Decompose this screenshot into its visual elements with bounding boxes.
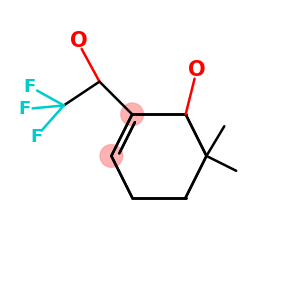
Text: O: O: [188, 60, 206, 80]
Text: F: F: [24, 77, 36, 95]
Circle shape: [121, 103, 143, 126]
Text: F: F: [30, 128, 42, 146]
Text: O: O: [70, 31, 88, 51]
Circle shape: [100, 145, 123, 167]
Text: F: F: [18, 100, 30, 118]
